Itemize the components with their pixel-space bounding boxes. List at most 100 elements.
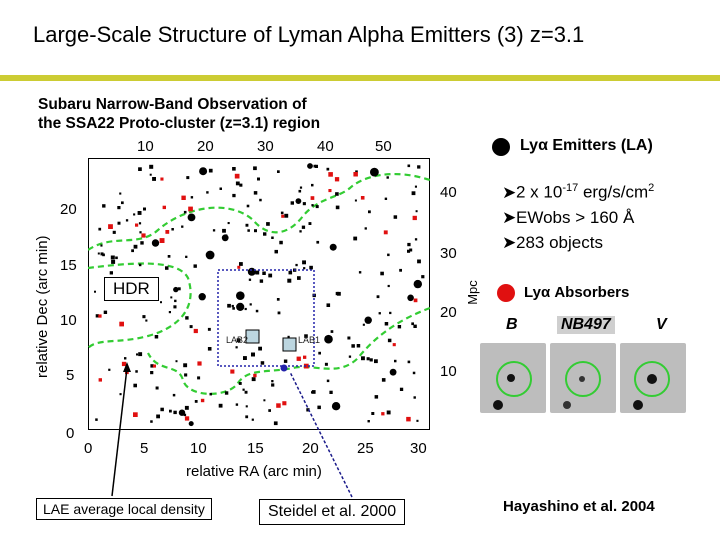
emitter-point (154, 335, 159, 339)
absorber-point (135, 223, 139, 227)
emitter-point (156, 414, 160, 419)
emitter-point (326, 167, 330, 171)
emitter-point (227, 222, 230, 225)
emitter-point (199, 167, 208, 176)
emitter-point (384, 197, 388, 200)
emitter-point (149, 173, 152, 176)
emitter-point (407, 164, 411, 168)
emitter-point (259, 198, 262, 202)
emitter-point (95, 314, 99, 318)
emitter-point (302, 260, 306, 265)
emitter-point (311, 390, 316, 394)
emitter-point (138, 263, 142, 267)
emitter-point (255, 309, 259, 313)
emitter-point (311, 204, 314, 207)
emitter-point (351, 344, 355, 348)
emitter-point (271, 236, 274, 239)
emitter-point (186, 176, 190, 180)
emitter-point (225, 234, 228, 237)
slide-title: Large-Scale Structure of Lyman Alpha Emi… (33, 22, 585, 47)
emitter-point (374, 359, 378, 364)
absorber-point (230, 369, 235, 374)
emitter-point (236, 338, 241, 342)
contour-middle (147, 306, 430, 395)
lab2-label: LAB2 (226, 335, 248, 345)
absorber-point (383, 230, 388, 235)
absorber-point (328, 172, 333, 177)
steidel-annotation: Steidel et al. 2000 (259, 499, 406, 525)
emitter-point (411, 191, 416, 196)
left-tick-20: 20 (60, 201, 77, 218)
emitter-point (324, 334, 333, 344)
absorber-point (412, 215, 417, 221)
emitter-legend-label: Lyα Emitters (LA) (520, 137, 653, 154)
emitter-point (187, 213, 196, 222)
emitter-point (169, 409, 172, 413)
emitter-point (370, 167, 379, 177)
emitter-point (207, 347, 212, 351)
emitter-point (316, 240, 320, 244)
emitter-point (135, 370, 138, 373)
emitter-point (255, 270, 260, 275)
emitter-point (138, 352, 143, 357)
emitter-point (417, 259, 421, 264)
top-tick-20: 20 (197, 138, 214, 155)
emitter-point (374, 395, 379, 399)
emitter-point (258, 346, 262, 351)
emitter-point (266, 222, 270, 226)
density-arrow (111, 367, 128, 497)
emitter-point (298, 189, 302, 193)
absorber-point (188, 206, 193, 212)
absorber-point (121, 361, 127, 367)
emitter-point (364, 316, 372, 324)
emitter-point (243, 356, 247, 360)
emitter-point (394, 359, 397, 363)
emitter-point (324, 362, 328, 366)
emitter-point (251, 352, 255, 357)
emitter-point (311, 183, 314, 187)
emitter-point (284, 213, 289, 218)
emitter-point (239, 183, 243, 187)
absorber-point (296, 356, 301, 361)
emitter-point (150, 364, 154, 368)
absorber-point (237, 265, 241, 269)
emitter-point (393, 215, 398, 219)
emitter-point (295, 263, 298, 267)
emitter-point (314, 164, 318, 168)
emitter-point (239, 262, 243, 266)
absorber-point (159, 238, 165, 243)
density-annotation: LAE average local density (36, 498, 212, 520)
emitter-point (355, 170, 358, 173)
emitter-point (136, 353, 139, 356)
emitter-point (367, 420, 370, 423)
emitter-point (165, 266, 169, 270)
bottom-tick-5: 5 (140, 440, 149, 457)
emitter-point (133, 244, 138, 249)
emitter-point (308, 222, 312, 225)
absorber-point (328, 189, 332, 193)
emitter-point (218, 403, 223, 408)
emitter-point (112, 230, 116, 234)
steidel-point (280, 364, 288, 372)
emitter-point (384, 322, 389, 326)
emitter-point (295, 198, 302, 204)
absorber-point (381, 412, 385, 416)
emitter-point (138, 167, 142, 171)
emitter-point (209, 392, 212, 396)
density-arrowhead (123, 362, 131, 372)
emitter-point (335, 205, 340, 210)
emitter-point (245, 223, 249, 227)
emitter-point (142, 315, 146, 319)
emitter-point (173, 286, 179, 293)
left-tick-0: 0 (66, 425, 75, 442)
emitter-point (421, 275, 425, 279)
top-tick-50: 50 (375, 138, 392, 155)
x-axis-label: relative RA (arc min) (186, 463, 322, 480)
absorber-point (160, 177, 164, 181)
emitter-point (397, 325, 402, 329)
left-tick-10: 10 (60, 312, 77, 329)
emitter-point (139, 231, 142, 234)
contour-upper (88, 173, 430, 251)
bottom-tick-10: 10 (190, 440, 207, 457)
bullet-arrow-icon: ➤ (502, 208, 517, 227)
